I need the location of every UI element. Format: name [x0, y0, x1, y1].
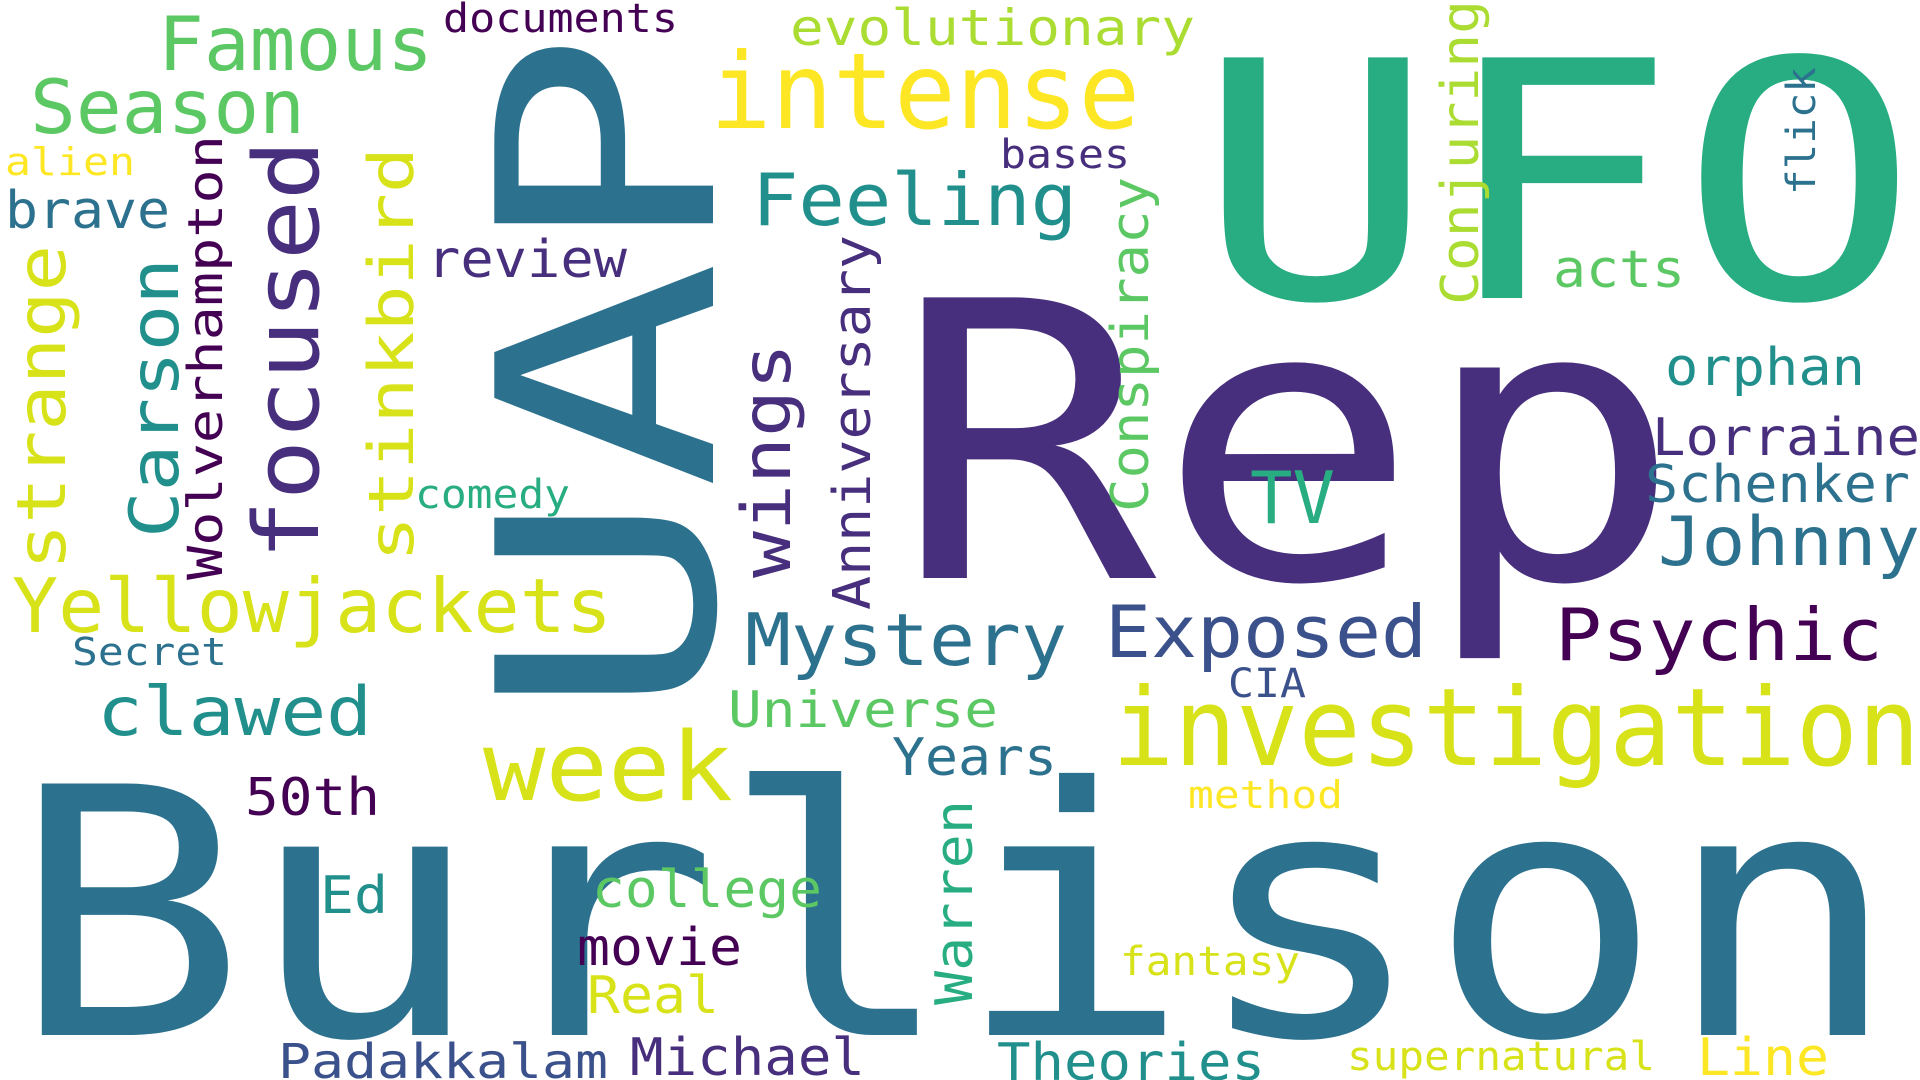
word-ufo: UFO	[1195, 0, 1920, 376]
word-comedy: comedy	[415, 472, 570, 518]
word-johnny: Johnny	[1658, 503, 1920, 582]
word-universe: Universe	[728, 681, 998, 739]
word-cia: CIA	[1228, 661, 1306, 707]
word-yellowjackets: Yellowjackets	[12, 562, 612, 650]
word-real: Real	[587, 966, 719, 1026]
word-michael: Michael	[630, 1028, 865, 1080]
word-investigation: investigation	[1112, 666, 1920, 791]
word-rep: Rep	[893, 221, 1683, 669]
word-flick: flick	[1779, 67, 1825, 195]
word-padakkalam: Padakkalam	[278, 1034, 608, 1080]
word-secret: Secret	[72, 630, 227, 674]
word-psychic: Psychic	[1555, 593, 1883, 677]
word-50th: 50th	[245, 768, 380, 828]
word-evolutionary: evolutionary	[790, 0, 1195, 57]
word-line: Line	[1697, 1028, 1829, 1080]
word-burlison: Burlison	[10, 716, 1900, 1080]
word-alien: alien	[5, 140, 135, 184]
word-bases: bases	[1000, 132, 1130, 178]
word-acts: acts	[1553, 240, 1685, 300]
word-supernatural: supernatural	[1347, 1034, 1655, 1080]
word-anniversary: Anniversary	[823, 235, 883, 610]
word-uap: UAP	[435, 30, 784, 720]
word-carson: Carson	[116, 258, 195, 538]
word-stinkbird: stinkbird	[355, 147, 428, 562]
word-documents: documents	[443, 0, 678, 42]
word-schenker: Schenker	[1645, 455, 1910, 515]
word-years: Years	[892, 728, 1057, 788]
word-mystery: Mystery	[745, 598, 1067, 682]
word-brave: brave	[5, 181, 170, 241]
word-review: review	[427, 230, 628, 290]
word-tv: TV	[1250, 456, 1335, 540]
word-method: method	[1188, 773, 1343, 817]
word-ed: Ed	[320, 866, 388, 926]
word-conspiracy: Conspiracy	[1101, 177, 1161, 512]
word-strange: strange	[3, 245, 82, 570]
word-theories: Theories	[997, 1033, 1265, 1080]
word-movie: movie	[577, 918, 742, 978]
word-feeling: Feeling	[752, 158, 1077, 242]
word-orphan: orphan	[1665, 338, 1865, 398]
word-week: week	[483, 713, 733, 823]
word-college: college	[592, 860, 822, 920]
word-intense: intense	[710, 31, 1140, 153]
word-exposed: Exposed	[1105, 590, 1427, 674]
word-season: Season	[30, 63, 305, 151]
word-clawed: clawed	[97, 673, 372, 752]
word-lorraine: Lorraine	[1652, 408, 1920, 468]
word-famous: Famous	[158, 0, 433, 88]
word-wolverhampton: Wolverhampton	[178, 135, 234, 580]
word-fantasy: fantasy	[1120, 939, 1300, 985]
word-focused: focused	[235, 140, 340, 560]
word-warren: Warren	[925, 800, 985, 1005]
word-wings: wings	[728, 343, 807, 578]
word-conjuring: Conjuring	[1431, 0, 1491, 305]
